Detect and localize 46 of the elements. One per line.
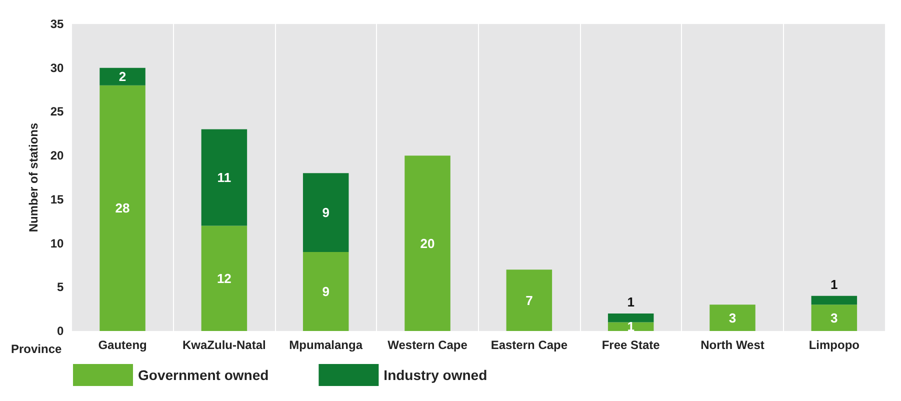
y-tick-label: 5 [57, 280, 64, 294]
y-tick-label: 30 [50, 60, 64, 75]
data-label: 9 [322, 205, 330, 220]
bar [302, 252, 349, 331]
legend-label: Government owned [138, 367, 269, 383]
x-tick-label: North West [700, 338, 764, 352]
x-tick-label: Mpumalanga [289, 338, 363, 352]
data-label: 12 [216, 270, 232, 286]
x-tick-label: KwaZulu-Natal [182, 338, 266, 352]
data-label: 2 [118, 69, 126, 84]
bar [608, 313, 654, 322]
x-tick-label: Western Cape [388, 338, 468, 352]
x-tick-label: Free State [602, 338, 660, 352]
data-label: 9 [322, 284, 330, 300]
x-tick-label: Eastern Cape [490, 338, 568, 352]
bar [608, 322, 654, 331]
bar [100, 68, 146, 86]
data-label: 1 [627, 294, 634, 310]
y-axis-title: Number of stations [26, 122, 40, 232]
x-tick-label: Limpopo [808, 338, 860, 352]
bar [201, 226, 248, 331]
bar [201, 129, 248, 226]
bar [404, 156, 450, 331]
data-label: 3 [728, 310, 736, 326]
bar [811, 304, 858, 331]
data-label: 1 [627, 319, 634, 334]
data-label: 1 [830, 276, 838, 292]
bar [710, 304, 756, 331]
x-axis-title: Province [10, 342, 62, 356]
data-label: 20 [420, 236, 435, 251]
y-tick-label: 10 [50, 236, 64, 250]
bar [302, 173, 349, 252]
x-tick-label: Gauteng [98, 338, 147, 352]
bar [811, 296, 858, 305]
data-label: 7 [526, 292, 533, 308]
bar [506, 270, 552, 331]
legend-label: Industry owned [384, 367, 488, 383]
y-tick-label: 25 [50, 104, 64, 119]
bar [100, 85, 146, 331]
y-tick-label: 20 [50, 148, 64, 163]
y-tick-label: 0 [57, 324, 64, 338]
data-label: 28 [115, 200, 130, 216]
y-tick-label: 35 [50, 17, 64, 31]
y-tick-label: 15 [50, 192, 64, 206]
data-label: 11 [217, 170, 232, 185]
data-label: 3 [830, 310, 838, 326]
